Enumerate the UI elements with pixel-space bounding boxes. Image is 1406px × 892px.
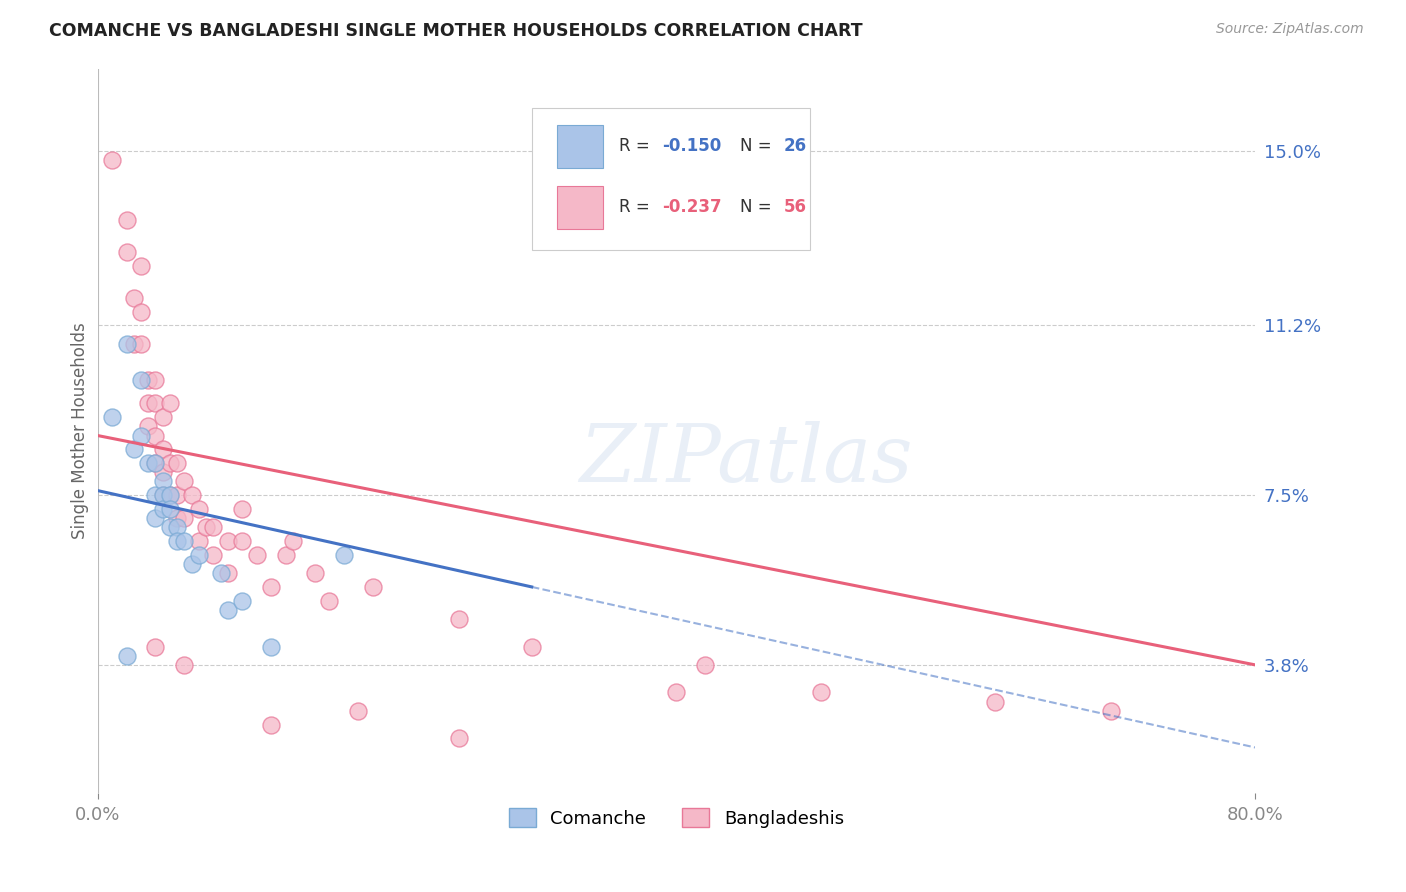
Point (115, 336, 138, 351)
Point (166, 488, 188, 502)
Point (159, 396, 181, 410)
Point (281, 534, 304, 549)
Point (152, 502, 174, 516)
Point (159, 520, 181, 534)
Text: 56: 56 (785, 198, 807, 217)
Text: N =: N = (740, 198, 778, 217)
Point (274, 548, 297, 562)
Point (145, 428, 167, 442)
Point (332, 548, 354, 562)
Point (129, 428, 152, 442)
Point (810, 685, 832, 699)
Point (152, 465, 174, 479)
Point (217, 566, 239, 581)
Point (145, 374, 167, 388)
Point (984, 695, 1007, 709)
Point (260, 717, 283, 731)
Point (166, 534, 188, 549)
Point (136, 419, 159, 434)
Point (449, 612, 471, 626)
Point (152, 442, 174, 457)
Point (195, 520, 218, 534)
Point (145, 488, 167, 502)
Point (173, 657, 195, 672)
Point (520, 640, 543, 654)
FancyBboxPatch shape (531, 109, 810, 250)
Point (101, 153, 124, 168)
Point (145, 456, 167, 470)
Point (145, 511, 167, 525)
Point (260, 640, 283, 654)
Point (159, 488, 181, 502)
Point (122, 336, 145, 351)
Point (217, 534, 239, 549)
Text: COMANCHE VS BANGLADESHI SINGLE MOTHER HOUSEHOLDS CORRELATION CHART: COMANCHE VS BANGLADESHI SINGLE MOTHER HO… (49, 22, 863, 40)
Point (115, 213, 138, 227)
Point (166, 520, 188, 534)
Point (202, 520, 225, 534)
Point (180, 488, 202, 502)
Point (209, 566, 232, 581)
Point (260, 580, 283, 594)
Text: ZIPatlas: ZIPatlas (579, 421, 912, 499)
Point (166, 511, 188, 525)
Point (173, 534, 195, 549)
Text: 26: 26 (785, 137, 807, 155)
Point (115, 245, 138, 260)
Point (347, 704, 370, 718)
Text: Source: ZipAtlas.com: Source: ZipAtlas.com (1216, 22, 1364, 37)
Point (231, 502, 253, 516)
Point (129, 304, 152, 318)
Point (129, 336, 152, 351)
Text: R =: R = (619, 137, 655, 155)
Point (145, 640, 167, 654)
Point (159, 488, 181, 502)
Point (217, 603, 239, 617)
Point (202, 548, 225, 562)
Point (449, 731, 471, 746)
Legend: Comanche, Bangladeshis: Comanche, Bangladeshis (502, 801, 851, 835)
Point (231, 593, 253, 607)
Text: -0.150: -0.150 (662, 137, 721, 155)
Point (231, 534, 253, 549)
Point (152, 475, 174, 489)
Point (129, 374, 152, 388)
Point (152, 488, 174, 502)
Point (122, 291, 145, 305)
Point (129, 259, 152, 273)
Point (122, 442, 145, 457)
Point (187, 548, 209, 562)
Point (152, 410, 174, 425)
Point (152, 488, 174, 502)
Y-axis label: Single Mother Households: Single Mother Households (72, 323, 89, 540)
Point (695, 657, 717, 672)
Point (187, 534, 209, 549)
Point (136, 456, 159, 470)
FancyBboxPatch shape (557, 186, 603, 229)
Point (159, 456, 181, 470)
Point (318, 593, 340, 607)
Text: N =: N = (740, 137, 778, 155)
Point (145, 396, 167, 410)
Point (115, 648, 138, 663)
Point (173, 475, 195, 489)
Point (173, 511, 195, 525)
Point (136, 374, 159, 388)
Point (361, 580, 384, 594)
Point (145, 456, 167, 470)
Point (166, 456, 188, 470)
Point (101, 410, 124, 425)
Point (159, 502, 181, 516)
Text: -0.237: -0.237 (662, 198, 723, 217)
Point (304, 566, 326, 581)
FancyBboxPatch shape (557, 125, 603, 169)
Point (187, 502, 209, 516)
Point (136, 396, 159, 410)
Point (1099, 704, 1122, 718)
Point (665, 685, 688, 699)
Point (180, 557, 202, 571)
Text: R =: R = (619, 198, 655, 217)
Point (246, 548, 269, 562)
